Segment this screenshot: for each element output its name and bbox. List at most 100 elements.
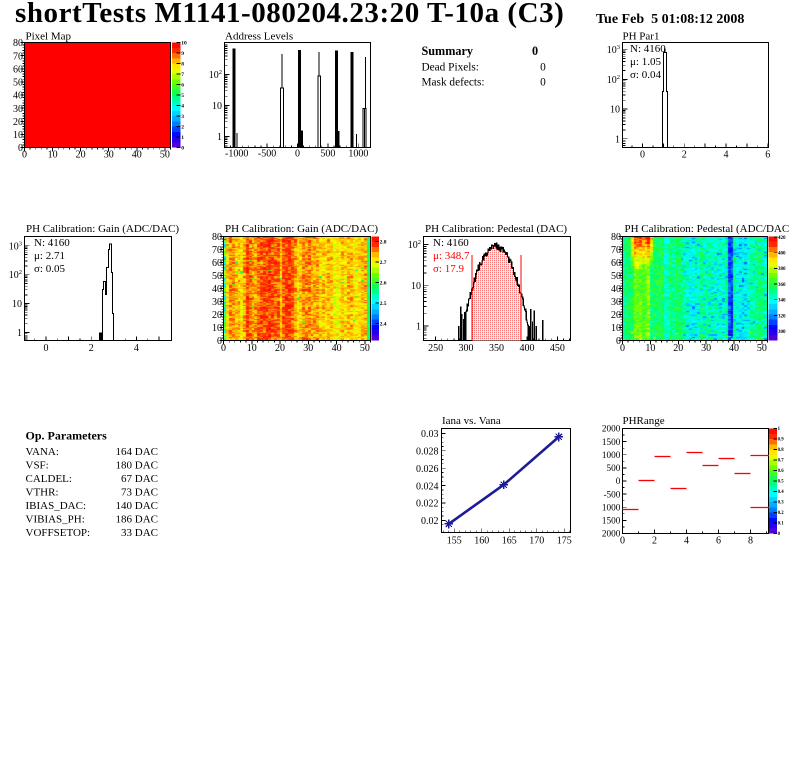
svg-text:1: 1 <box>17 328 22 339</box>
svg-text:164 DAC: 164 DAC <box>116 446 158 458</box>
svg-text:102: 102 <box>607 74 620 86</box>
svg-text:0: 0 <box>540 62 546 74</box>
svg-text:Pixel Map: Pixel Map <box>26 30 72 42</box>
svg-text:0.7: 0.7 <box>778 459 785 464</box>
svg-text:140 DAC: 140 DAC <box>116 500 158 512</box>
svg-text:300: 300 <box>778 330 786 335</box>
svg-text:180 DAC: 180 DAC <box>116 460 158 472</box>
svg-text:0.03: 0.03 <box>421 429 439 440</box>
svg-text:μ: 1.05: μ: 1.05 <box>630 56 661 68</box>
svg-text:40: 40 <box>212 284 222 295</box>
svg-text:6: 6 <box>765 150 770 161</box>
svg-text:73 DAC: 73 DAC <box>121 487 158 499</box>
svg-text:0.2: 0.2 <box>778 511 785 516</box>
svg-text:1500: 1500 <box>602 516 621 526</box>
svg-text:80: 80 <box>13 38 23 49</box>
svg-text:20: 20 <box>673 343 683 354</box>
svg-text:0.5: 0.5 <box>778 480 785 485</box>
svg-text:500: 500 <box>320 149 335 160</box>
svg-text:155: 155 <box>447 536 462 547</box>
svg-text:2000: 2000 <box>602 424 621 434</box>
svg-text:0: 0 <box>616 476 621 486</box>
svg-text:VIBIAS_PH:: VIBIAS_PH: <box>26 514 85 526</box>
svg-text:6: 6 <box>716 536 721 547</box>
svg-text:1: 1 <box>778 427 781 432</box>
svg-text:102: 102 <box>209 69 222 81</box>
svg-text:70: 70 <box>611 245 621 256</box>
svg-text:10: 10 <box>611 323 621 334</box>
svg-text:0.3: 0.3 <box>778 501 785 506</box>
svg-text:0.026: 0.026 <box>416 464 439 475</box>
svg-text:0: 0 <box>18 143 23 154</box>
svg-text:σ: 0.04: σ: 0.04 <box>630 69 661 81</box>
svg-text:Mask defects:: Mask defects: <box>422 77 485 89</box>
svg-text:1: 1 <box>217 132 222 143</box>
svg-text:30: 30 <box>611 297 621 308</box>
svg-text:30: 30 <box>104 150 114 161</box>
svg-text:Iana vs. Vana: Iana vs. Vana <box>442 415 501 427</box>
svg-text:10: 10 <box>645 343 655 354</box>
svg-text:20: 20 <box>13 117 23 128</box>
svg-text:80: 80 <box>611 232 621 243</box>
svg-text:0: 0 <box>295 149 300 160</box>
svg-text:380: 380 <box>778 267 786 272</box>
svg-text:N: 4160: N: 4160 <box>34 237 70 249</box>
svg-text:CALDEL:: CALDEL: <box>26 473 72 485</box>
svg-text:60: 60 <box>611 258 621 269</box>
svg-text:VANA:: VANA: <box>26 446 59 458</box>
svg-text:0: 0 <box>620 343 625 354</box>
svg-text:1: 1 <box>181 135 184 141</box>
svg-text:70: 70 <box>212 245 222 256</box>
svg-text:60: 60 <box>212 258 222 269</box>
svg-text:PH Calibration: Gain (ADC/DAC): PH Calibration: Gain (ADC/DAC) <box>225 223 378 235</box>
svg-text:10: 10 <box>12 299 22 310</box>
svg-text:2.8: 2.8 <box>380 239 387 245</box>
svg-text:0: 0 <box>532 44 538 58</box>
svg-text:160: 160 <box>474 536 489 547</box>
svg-text:1000: 1000 <box>602 502 621 512</box>
svg-text:σ: 17.9: σ: 17.9 <box>433 263 464 275</box>
svg-text:10: 10 <box>212 323 222 334</box>
svg-text:40: 40 <box>13 91 23 102</box>
svg-text:1: 1 <box>416 322 421 333</box>
svg-text:20: 20 <box>212 310 222 321</box>
svg-text:shortTests M1141-080204.23:20: shortTests M1141-080204.23:20 T-10a (C3) <box>15 0 564 29</box>
svg-text:2.4: 2.4 <box>380 321 387 327</box>
svg-text:2: 2 <box>181 125 184 131</box>
svg-text:70: 70 <box>13 51 23 62</box>
svg-text:30: 30 <box>13 104 23 115</box>
svg-text:60: 60 <box>13 64 23 75</box>
svg-text:0: 0 <box>181 146 184 152</box>
svg-text:67 DAC: 67 DAC <box>121 473 158 485</box>
svg-text:20: 20 <box>611 310 621 321</box>
svg-text:170: 170 <box>529 536 544 547</box>
svg-text:9: 9 <box>181 51 184 57</box>
svg-text:30: 30 <box>303 343 313 354</box>
svg-text:33 DAC: 33 DAC <box>121 527 158 539</box>
svg-text:0.02: 0.02 <box>421 516 439 527</box>
svg-text:0.6: 0.6 <box>778 469 785 474</box>
svg-text:30: 30 <box>701 343 711 354</box>
svg-text:103: 103 <box>9 240 22 252</box>
svg-text:μ: 2.71: μ: 2.71 <box>34 250 65 262</box>
svg-text:IBIAS_DAC:: IBIAS_DAC: <box>26 500 87 512</box>
svg-text:2.6: 2.6 <box>380 280 387 286</box>
svg-text:50: 50 <box>160 150 170 161</box>
svg-text:VTHR:: VTHR: <box>26 487 59 499</box>
svg-text:N: 4160: N: 4160 <box>433 237 469 249</box>
svg-text:PH Calibration: Pedestal (ADC/: PH Calibration: Pedestal (ADC/DAC <box>625 223 790 235</box>
svg-text:175: 175 <box>557 536 572 547</box>
svg-text:-500: -500 <box>258 149 276 160</box>
svg-text:165: 165 <box>502 536 517 547</box>
svg-text:8: 8 <box>748 536 753 547</box>
svg-text:80: 80 <box>212 232 222 243</box>
svg-text:N: 4160: N: 4160 <box>630 43 666 55</box>
svg-text:Summary: Summary <box>422 44 473 58</box>
svg-text:0.8: 0.8 <box>778 448 785 453</box>
svg-text:0: 0 <box>217 336 222 347</box>
svg-text:2.7: 2.7 <box>380 260 387 266</box>
svg-text:0.4: 0.4 <box>778 490 785 495</box>
svg-text:2000: 2000 <box>602 529 621 539</box>
svg-text:103: 103 <box>607 44 620 56</box>
svg-text:500: 500 <box>607 463 621 473</box>
